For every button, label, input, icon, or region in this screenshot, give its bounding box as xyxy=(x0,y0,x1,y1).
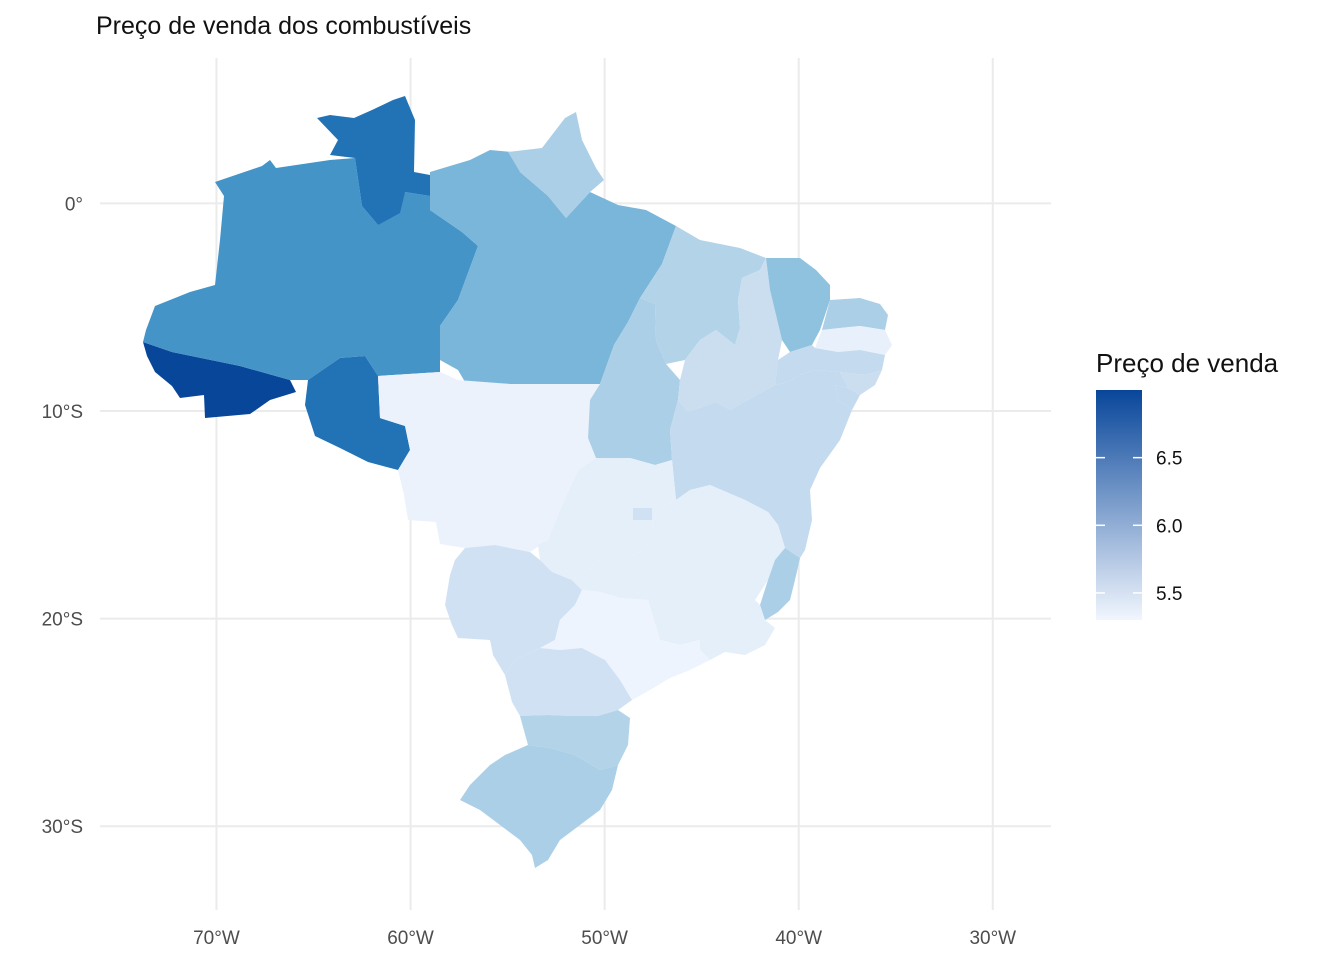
chart-title: Preço de venda dos combustíveis xyxy=(96,12,472,40)
y-tick-label: 0° xyxy=(65,194,83,215)
state-distrito-federal[interactable] xyxy=(633,508,652,520)
x-tick-label: 40°W xyxy=(775,928,822,949)
state-alagoas[interactable] xyxy=(840,370,882,395)
legend-ticks: 5.5 6.0 6.5 xyxy=(1096,449,1182,605)
x-tick-label: 60°W xyxy=(387,928,434,949)
state-para[interactable] xyxy=(430,150,676,384)
state-acre[interactable] xyxy=(143,342,296,418)
state-rio-de-janeiro[interactable] xyxy=(700,600,775,660)
state-ceara[interactable] xyxy=(766,258,830,352)
legend-title: Preço de venda xyxy=(1096,348,1279,378)
state-roraima[interactable] xyxy=(317,96,430,225)
legend-tick-label: 6.5 xyxy=(1156,449,1182,470)
state-espirito-santo[interactable] xyxy=(760,548,800,620)
x-tick-label: 70°W xyxy=(193,928,240,949)
state-mato-grosso-do-sul[interactable] xyxy=(445,545,582,675)
state-rio-grande-do-sul[interactable] xyxy=(460,745,618,868)
state-rondonia[interactable] xyxy=(305,356,410,470)
states-layer xyxy=(143,96,892,868)
legend-tick-label: 5.5 xyxy=(1156,584,1182,605)
axis-labels: 70°W 60°W 50°W 40°W 30°W 0° 10°S 20°S 30°S xyxy=(42,194,1017,949)
legend-color-bar xyxy=(1096,390,1142,620)
state-mato-grosso[interactable] xyxy=(378,372,600,552)
state-sao-paulo[interactable] xyxy=(540,590,710,700)
state-santa-catarina[interactable] xyxy=(520,710,630,770)
legend: Preço de venda 5.5 6.0 6.5 xyxy=(1096,348,1279,620)
state-parana[interactable] xyxy=(505,648,632,716)
state-amapa[interactable] xyxy=(508,112,604,218)
state-paraiba[interactable] xyxy=(815,326,892,355)
state-maranhao[interactable] xyxy=(640,210,766,364)
y-tick-label: 10°S xyxy=(42,402,83,423)
state-rio-grande-do-norte[interactable] xyxy=(822,298,888,330)
state-tocantins[interactable] xyxy=(588,298,680,465)
state-sergipe[interactable] xyxy=(835,385,860,410)
state-pernambuco[interactable] xyxy=(775,345,885,385)
y-tick-label: 30°S xyxy=(42,817,83,838)
legend-tick-label: 6.0 xyxy=(1156,516,1182,537)
y-tick-label: 20°S xyxy=(42,610,83,631)
state-minas-gerais[interactable] xyxy=(572,485,785,645)
state-goias[interactable] xyxy=(538,458,676,580)
x-tick-label: 50°W xyxy=(581,928,628,949)
state-piaui[interactable] xyxy=(678,258,782,412)
state-bahia[interactable] xyxy=(670,370,852,558)
x-tick-label: 30°W xyxy=(969,928,1016,949)
